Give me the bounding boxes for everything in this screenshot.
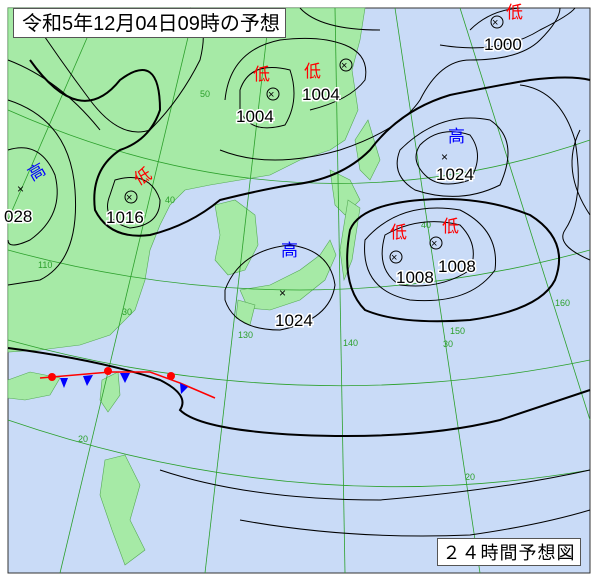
svg-text:×: ×	[441, 150, 448, 164]
svg-text:1004: 1004	[302, 85, 340, 104]
svg-text:1024: 1024	[275, 311, 313, 330]
svg-text:低: 低	[253, 65, 270, 84]
svg-text:×: ×	[431, 238, 437, 250]
low-center: 低 × 1008	[389, 223, 435, 289]
svg-text:高: 高	[281, 241, 298, 260]
svg-text:×: ×	[17, 182, 24, 196]
svg-text:×: ×	[492, 17, 498, 29]
svg-text:1024: 1024	[436, 165, 474, 184]
grid-label: 140	[343, 338, 358, 348]
grid-label: 110	[38, 260, 52, 270]
svg-text:1000: 1000	[484, 35, 522, 54]
svg-text:×: ×	[268, 89, 274, 101]
grid-label: 20	[465, 472, 475, 482]
high-center: 高 × 1024	[274, 241, 315, 332]
svg-text:×: ×	[126, 192, 132, 204]
svg-text:低: 低	[442, 217, 459, 236]
svg-text:高: 高	[448, 127, 465, 146]
lat-lon-grid	[7, 7, 591, 574]
land	[7, 7, 381, 566]
taiwan	[99, 371, 121, 413]
korea	[214, 199, 259, 276]
grid-label: 30	[443, 339, 453, 349]
isobars	[7, 7, 591, 331]
svg-text:1004: 1004	[236, 107, 274, 126]
svg-text:×: ×	[341, 60, 347, 72]
grid-label: 160	[555, 298, 570, 308]
high-center: 高 × 1024	[435, 127, 476, 186]
svg-text:低: 低	[304, 62, 321, 81]
low-center: 低 × 1016	[105, 164, 155, 228]
low-center: 低 × 1000	[483, 3, 524, 56]
svg-text:1008: 1008	[438, 257, 476, 276]
map-title: 令和5年12月04日09時の予想	[13, 8, 286, 38]
grid-label: 40	[165, 195, 175, 205]
grid-labels: 50 40 30 20 110 130 140 150 160 40 30 20	[38, 89, 570, 482]
sakhalin	[354, 119, 381, 181]
grid-label: 50	[200, 89, 210, 99]
grid-label: 20	[78, 434, 88, 444]
svg-text:低: 低	[390, 223, 407, 242]
philippines	[99, 454, 146, 566]
svg-text:×: ×	[391, 252, 397, 264]
svg-text:1016: 1016	[106, 208, 144, 227]
grid-label: 150	[450, 326, 465, 336]
svg-text:低: 低	[506, 3, 523, 22]
forecast-type-label: ２４時間予想図	[437, 538, 581, 566]
svg-text:1008: 1008	[396, 268, 434, 287]
low-center: 低 × 1004	[235, 65, 280, 128]
grid-label: 30	[122, 307, 132, 317]
svg-text:028: 028	[4, 207, 32, 226]
isobars-south	[159, 469, 591, 537]
south-china	[7, 371, 61, 401]
stationary-front	[39, 367, 216, 399]
grid-label: 40	[421, 220, 431, 230]
low-center: 低 × 1004	[301, 58, 353, 106]
svg-text:×: ×	[279, 286, 286, 300]
japan-honshu	[239, 239, 337, 311]
grid-label: 130	[238, 330, 253, 340]
low-center: 低 × 1008	[429, 217, 477, 278]
